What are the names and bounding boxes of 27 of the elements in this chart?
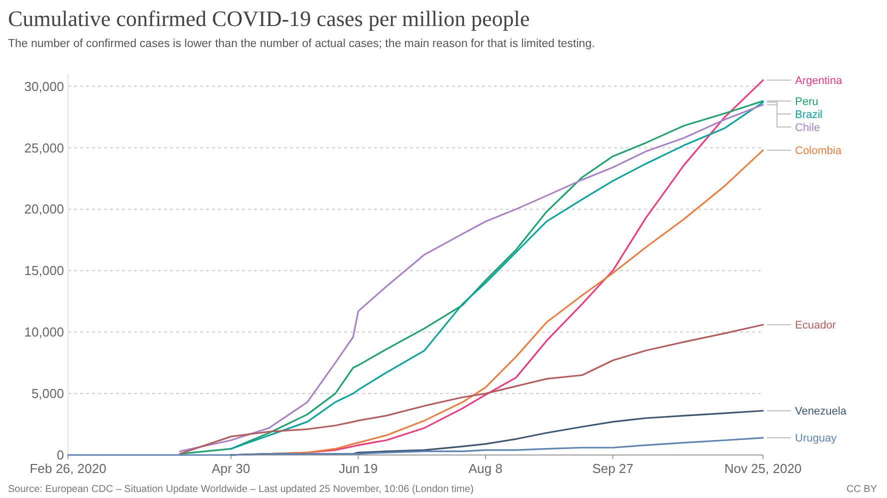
line-series <box>179 324 764 455</box>
x-tick-label: Feb 26, 2020 <box>30 461 106 476</box>
text: Venezuela <box>795 406 848 418</box>
chart-title: Cumulative confirmed COVID-19 cases per million people <box>8 6 530 31</box>
x-tick-label: Jun 19 <box>338 461 378 476</box>
text: Peru <box>795 96 818 108</box>
x-tick-label: Sep 27 <box>592 461 634 476</box>
y-tick-label: 0 <box>56 448 64 463</box>
text: CC BY <box>846 484 878 495</box>
x-tick-label: Aug 8 <box>468 461 502 476</box>
text: Ecuador <box>795 320 836 332</box>
text: Brazil <box>795 108 823 121</box>
y-tick-label: 5,000 <box>31 386 64 402</box>
y-tick-label: 30,000 <box>24 78 64 94</box>
text: Chile <box>795 122 820 134</box>
line-series <box>67 436 764 456</box>
text: Colombia <box>795 145 842 158</box>
y-tick-label: 25,000 <box>24 140 64 156</box>
y-tick-label: 20,000 <box>24 202 64 217</box>
x-tick-label: Apr 30 <box>212 461 250 476</box>
y-tick-label: 10,000 <box>24 324 64 340</box>
text: Uruguay <box>795 432 838 445</box>
x-tick-label: Nov 25, 2020 <box>724 461 802 476</box>
text: Argentina <box>795 74 843 87</box>
chart-subtitle: The number of confirmed cases is lower than the number of actual cases; the main reason for that is limited testing. <box>8 38 595 50</box>
y-tick-label: 15,000 <box>24 263 64 278</box>
source-note: Source: European CDC – Situation Update Worldwide – Last updated 25 November, 10:06 (London time) <box>8 484 474 495</box>
